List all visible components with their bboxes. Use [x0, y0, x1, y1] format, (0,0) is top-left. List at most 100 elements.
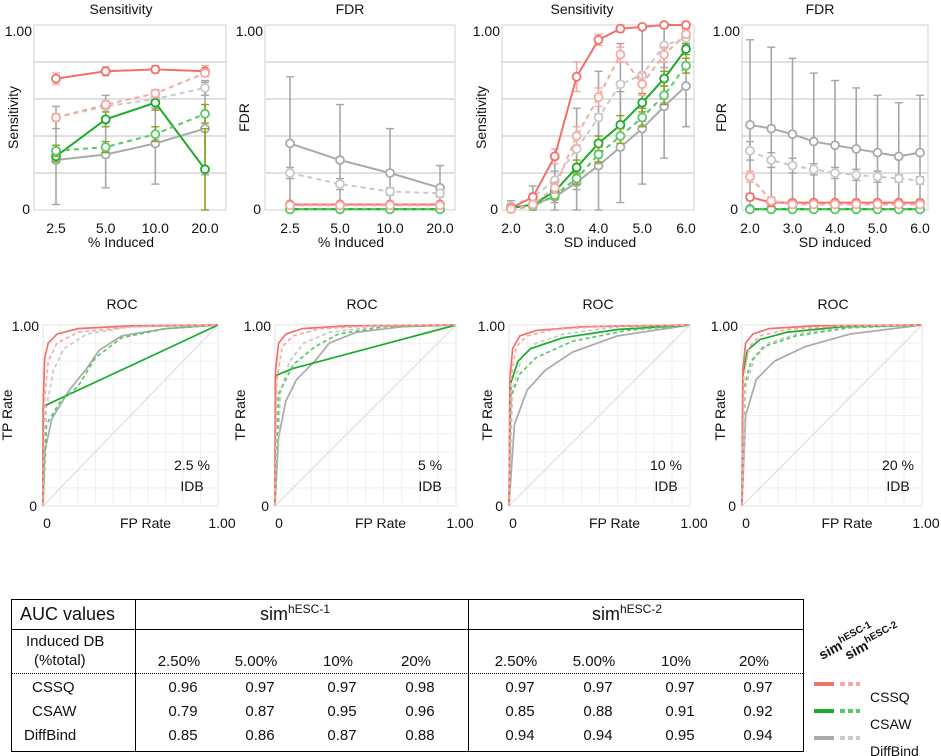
- row-header-line1: Induced DB: [26, 633, 105, 650]
- data-point-fdr_sd-CSSQ-sim-1-0: [745, 192, 755, 202]
- series-line-sens_sd-CSSQ-sim-2: [510, 33, 687, 211]
- auc-table: AUC values simhESC-1 simhESC-2 Induced D…: [11, 599, 804, 752]
- data-point-sens_pct-CSAW-sim-2-0: [51, 145, 61, 156]
- data-point-sens_sd-CSSQ-sim-1-2: [549, 151, 560, 162]
- data-point-sens_sd-CSAW-sim-1-4: [593, 138, 604, 149]
- data-point-sens_sd-CSSQ-sim-1-3: [571, 71, 582, 82]
- auc-cell-CSSQ-1: 0.97: [245, 679, 275, 696]
- y-tick-0-sens_sd: 0: [490, 201, 498, 217]
- table-divider-2: [468, 600, 469, 751]
- auc-cell-CSSQ-5: 0.97: [583, 679, 613, 696]
- auc-cell-DiffBind-7: 0.94: [743, 727, 773, 744]
- y-tick-1-fdr_pct: 1.00: [236, 23, 263, 39]
- data-point-sens_sd-CSAW-sim-1-5: [615, 120, 626, 130]
- x-tick-sens_sd-0: 2.0: [501, 220, 521, 236]
- column-header-2: 10%: [322, 653, 354, 670]
- auc-cell-CSSQ-4: 0.97: [505, 679, 535, 696]
- panel-title-fdr_sd: FDR: [806, 1, 835, 17]
- data-point-sens_sd-CSSQ-sim-2-3: [571, 131, 582, 141]
- plot-frame-sens_pct: [33, 24, 227, 211]
- roc-x-tick-1-roc_4: 1.00: [912, 515, 939, 531]
- data-point-sens_sd-CSSQ-sim-1-8: [681, 20, 691, 30]
- roc-curve-roc_2-DiffBind-sim-1: [274, 324, 457, 507]
- roc-x-tick-1-roc_3: 1.00: [680, 515, 707, 531]
- data-point-fdr_sd-DiffBind-sim-1-0: [745, 120, 755, 130]
- data-point-fdr_sd-DiffBind-sim-1-1: [766, 123, 777, 134]
- roc-x-label-roc_1: FP Rate: [120, 515, 171, 531]
- sim-group-2-base: sim: [592, 604, 620, 624]
- roc-title-roc_1: ROC: [106, 296, 137, 312]
- auc-cell-CSSQ-3: 0.98: [405, 679, 435, 696]
- roc-curve-roc_3-DiffBind-sim-1: [508, 324, 691, 507]
- auc-cell-CSAW-6: 0.91: [665, 703, 695, 720]
- x-tick-sens_pct-0: 2.5: [46, 220, 66, 236]
- data-point-sens_pct-CSAW-sim-2-2: [150, 129, 161, 140]
- data-point-sens_sd-CSAW-sim-2-8: [681, 60, 691, 71]
- table-header-rule: [12, 629, 803, 630]
- y-tick-1-fdr_sd: 1.00: [713, 23, 740, 39]
- legend-label-CSSQ: CSSQ: [870, 689, 910, 705]
- plot-frame-fdr_pct: [264, 24, 456, 211]
- data-point-fdr_sd-DiffBind-sim-2-6: [872, 171, 883, 182]
- roc-annotation-line1-roc_1: 2.5 %: [174, 457, 210, 473]
- table-dotted-rule: [12, 673, 803, 674]
- data-point-sens_pct-CSSQ-sim-2-0: [51, 112, 61, 123]
- data-point-fdr_sd-DiffBind-sim-2-3: [808, 164, 819, 175]
- auc-cell-CSAW-2: 0.95: [327, 703, 357, 720]
- data-point-fdr_pct-CSSQ-sim-2-3: [435, 200, 445, 211]
- data-point-fdr_sd-DiffBind-sim-1-2: [787, 129, 798, 140]
- roc-curve-roc_3-CSSQ-sim-1: [508, 324, 691, 507]
- auc-cell-CSSQ-0: 0.96: [168, 679, 198, 696]
- roc-diagonal-roc_3: [508, 324, 691, 507]
- figure-canvas: Sensitivity % Induced Sensitivity 0 1.00 2.5 5…: [0, 1, 940, 531]
- column-header-3: 20%: [400, 653, 432, 670]
- series-line-fdr_pct-DiffBind-sim-2: [289, 172, 441, 195]
- auc-cell-DiffBind-6: 0.95: [665, 727, 695, 744]
- data-point-sens_pct-CSSQ-sim-1-1: [100, 66, 111, 77]
- data-point-fdr_sd-CSSQ-sim-2-0: [745, 171, 755, 182]
- roc-curve-roc_1-CSAW-sim-2: [42, 324, 219, 507]
- series-line-sens_pct-CSAW-sim-2: [55, 112, 206, 152]
- roc-y-label-roc_2: TP Rate: [232, 389, 248, 440]
- column-header-6: 10%: [660, 653, 692, 670]
- auc-cell-DiffBind-2: 0.87: [327, 727, 357, 744]
- panel-title-fdr_pct: FDR: [336, 1, 365, 17]
- y-tick-1-sens_pct: 1.00: [5, 23, 32, 39]
- x-tick-fdr_pct-3: 20.0: [426, 220, 453, 236]
- data-point-sens_sd-CSAW-sim-1-6: [637, 97, 648, 108]
- data-point-sens_sd-CSSQ-sim-2-6: [637, 79, 648, 90]
- data-point-sens_pct-CSAW-sim-2-3: [200, 108, 210, 119]
- series-line-sens_pct-CSSQ-sim-2: [55, 72, 206, 119]
- data-point-fdr_pct-CSSQ-sim-2-2: [385, 200, 395, 211]
- roc-annotation-line2-roc_4: IDB: [886, 478, 909, 494]
- auc-cell-CSSQ-7: 0.97: [743, 679, 773, 696]
- data-point-fdr_pct-DiffBind-sim-2-2: [385, 186, 395, 197]
- roc-title-roc_4: ROC: [817, 296, 848, 312]
- data-point-fdr_sd-CSSQ-sim-2-4: [830, 199, 840, 210]
- auc-cell-CSAW-4: 0.85: [505, 703, 535, 720]
- x-tick-sens_sd-2: 4.0: [589, 220, 609, 236]
- data-point-fdr_sd-DiffBind-sim-1-7: [893, 151, 904, 162]
- data-point-fdr_sd-DiffBind-sim-1-8: [915, 147, 925, 158]
- data-point-fdr_sd-CSSQ-sim-2-5: [851, 199, 862, 210]
- data-point-fdr_sd-CSSQ-sim-2-7: [893, 199, 904, 210]
- sim-group-1-base: sim: [260, 604, 288, 624]
- roc-annotation-line1-roc_3: 10 %: [650, 457, 682, 473]
- roc-y-tick-1-roc_3: 1.00: [478, 318, 505, 334]
- auc-cell-DiffBind-5: 0.94: [583, 727, 613, 744]
- roc-annotation-line2-roc_3: IDB: [654, 478, 677, 494]
- row-header-line2: (%total): [34, 652, 86, 669]
- data-point-sens_sd-CSAW-sim-1-8: [681, 44, 691, 54]
- roc-x-tick-1-roc_1: 1.00: [208, 515, 235, 531]
- row-label-CSSQ: CSSQ: [32, 679, 75, 696]
- roc-annotation-line2-roc_2: IDB: [418, 478, 441, 494]
- data-point-sens_sd-CSAW-sim-1-7: [659, 73, 670, 84]
- roc-curve-roc_1-CSSQ-sim-1: [42, 324, 219, 507]
- auc-cell-CSAW-5: 0.88: [583, 703, 613, 720]
- auc-cell-DiffBind-0: 0.85: [168, 727, 198, 744]
- x-tick-fdr_sd-3: 5.0: [868, 220, 888, 236]
- series-line-sens_pct-CSAW-sim-1: [55, 101, 206, 170]
- data-point-fdr_sd-CSSQ-sim-2-3: [808, 199, 819, 210]
- data-point-sens_pct-CSAW-sim-1-1: [100, 114, 111, 125]
